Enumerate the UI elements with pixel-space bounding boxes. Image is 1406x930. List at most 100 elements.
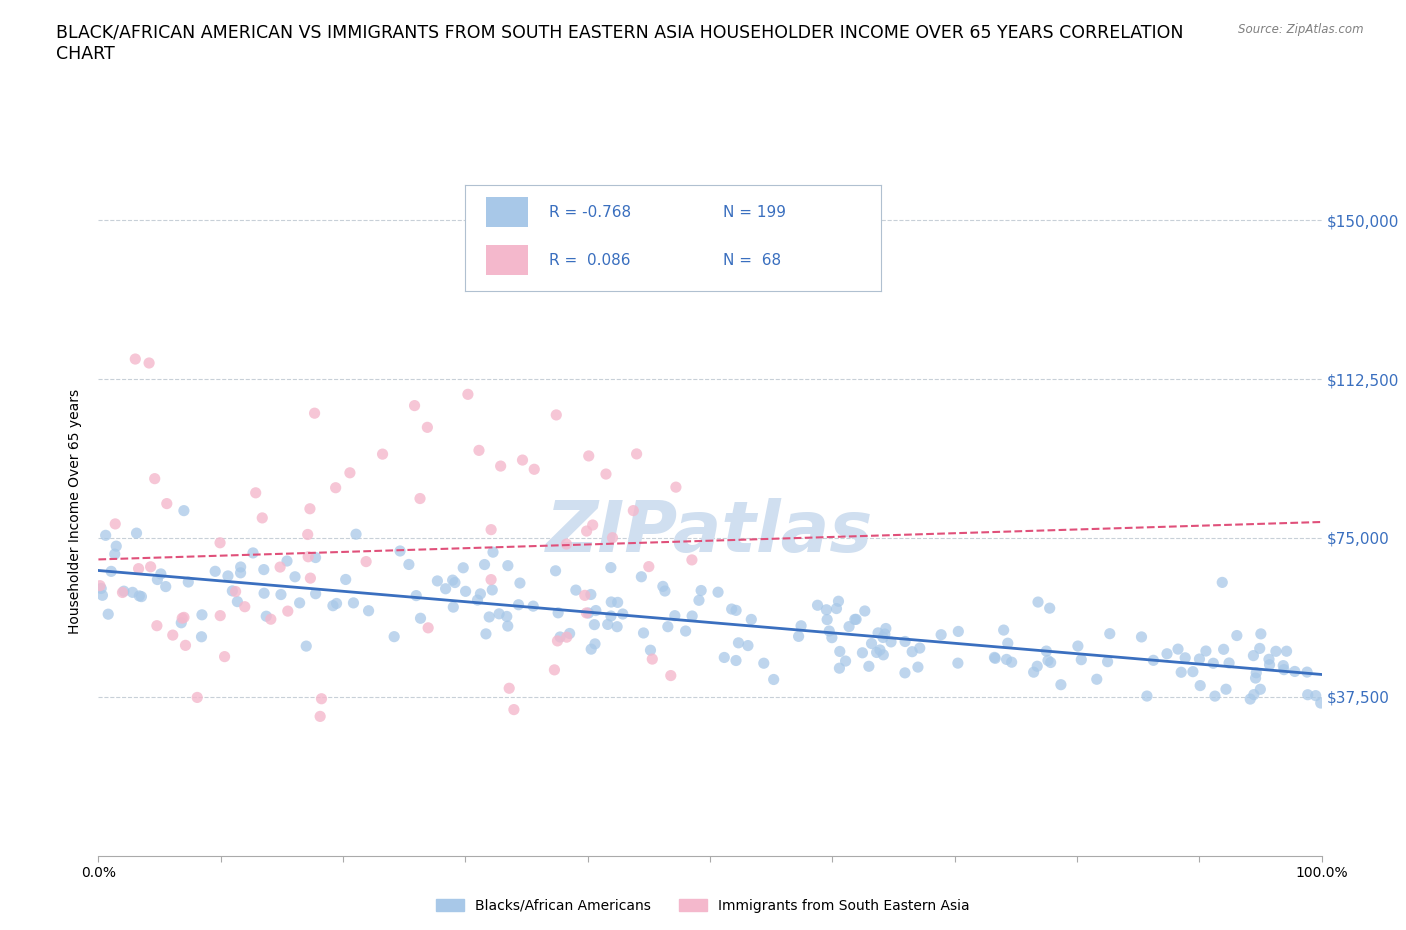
Point xyxy=(172,611,194,626)
Point xyxy=(851,645,873,660)
Point xyxy=(1243,687,1265,702)
Point xyxy=(1195,644,1218,658)
Point xyxy=(984,651,1007,666)
Point xyxy=(441,573,464,588)
Point xyxy=(1202,656,1225,671)
Point xyxy=(1218,656,1240,671)
Point xyxy=(875,621,897,636)
Point xyxy=(245,485,267,500)
Point xyxy=(1250,627,1272,642)
Point xyxy=(260,612,283,627)
Point xyxy=(1050,677,1073,692)
Point xyxy=(1039,655,1062,670)
Point xyxy=(838,619,860,634)
Point xyxy=(1204,689,1226,704)
Point xyxy=(595,467,617,482)
Point xyxy=(547,605,569,620)
Point xyxy=(143,472,166,486)
Point xyxy=(209,608,232,623)
Point xyxy=(233,599,256,614)
Point xyxy=(299,571,322,586)
Point xyxy=(174,638,197,653)
Point xyxy=(1215,682,1237,697)
Point xyxy=(654,584,676,599)
Point xyxy=(983,650,1005,665)
Point xyxy=(304,405,326,420)
Point xyxy=(405,588,427,603)
Point xyxy=(481,582,503,597)
Point xyxy=(221,583,243,598)
Point xyxy=(894,634,917,649)
Point xyxy=(1246,665,1268,680)
Point xyxy=(600,608,623,623)
Point xyxy=(720,602,742,617)
Point xyxy=(565,583,588,598)
Point xyxy=(304,551,326,565)
Point xyxy=(488,606,510,621)
Point xyxy=(869,643,891,658)
Point xyxy=(585,604,607,618)
Point xyxy=(209,536,232,551)
Point xyxy=(948,624,970,639)
Point xyxy=(828,644,851,658)
Point xyxy=(1130,630,1153,644)
Point xyxy=(574,588,596,603)
Point xyxy=(416,419,439,434)
Point xyxy=(214,649,236,664)
Point xyxy=(1296,665,1319,680)
Point xyxy=(1039,601,1062,616)
Point xyxy=(713,650,735,665)
Point xyxy=(509,576,531,591)
Point xyxy=(612,606,634,621)
Point xyxy=(1272,658,1295,673)
Point xyxy=(600,594,623,609)
Point xyxy=(908,641,931,656)
Point xyxy=(578,448,600,463)
Point xyxy=(335,572,357,587)
Point xyxy=(606,595,628,610)
Point xyxy=(229,560,252,575)
Point xyxy=(752,656,775,671)
Point xyxy=(993,623,1015,638)
Point xyxy=(558,626,581,641)
Point xyxy=(1167,642,1189,657)
Point xyxy=(404,398,426,413)
Point xyxy=(496,558,519,573)
Point xyxy=(1170,665,1192,680)
Point xyxy=(579,587,602,602)
Point xyxy=(659,668,682,683)
Point xyxy=(226,594,249,609)
Point xyxy=(1249,641,1271,656)
Point xyxy=(546,633,568,648)
Point xyxy=(544,564,567,578)
Point xyxy=(475,627,498,642)
Point xyxy=(508,597,530,612)
Point xyxy=(1211,575,1233,590)
Point xyxy=(1181,664,1204,679)
Point xyxy=(177,575,200,590)
Point xyxy=(827,593,849,608)
Point xyxy=(575,605,598,620)
Point xyxy=(578,605,600,620)
Point xyxy=(555,630,578,644)
Point xyxy=(298,501,321,516)
Point xyxy=(474,557,496,572)
Point xyxy=(128,589,150,604)
Point xyxy=(479,523,502,538)
Point xyxy=(468,443,491,458)
Point xyxy=(156,496,179,511)
Point xyxy=(325,596,347,611)
Point xyxy=(91,588,114,603)
Point xyxy=(522,599,544,614)
Point xyxy=(583,618,606,632)
Point xyxy=(131,590,153,604)
Point xyxy=(582,518,605,533)
Point xyxy=(690,583,713,598)
Point xyxy=(815,612,838,627)
Point xyxy=(596,617,619,631)
Text: Source: ZipAtlas.com: Source: ZipAtlas.com xyxy=(1239,23,1364,36)
Point xyxy=(845,612,868,627)
Point xyxy=(1097,654,1119,669)
Point xyxy=(1212,642,1234,657)
Point xyxy=(146,572,169,587)
